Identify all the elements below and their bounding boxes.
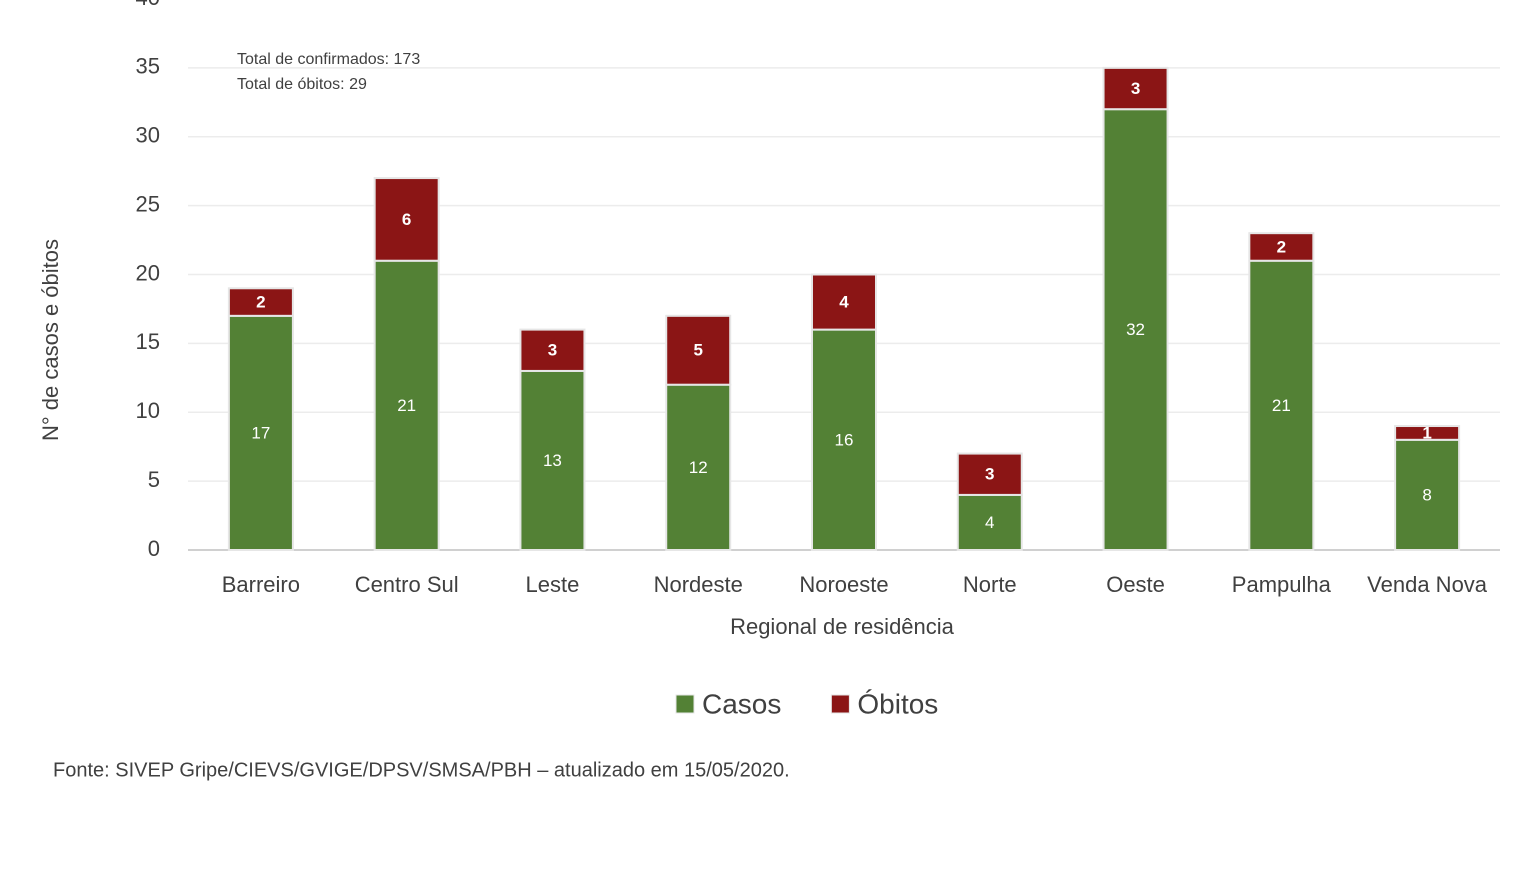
data-label: 17 xyxy=(251,423,270,442)
bar-segment xyxy=(373,259,440,551)
legend-swatch xyxy=(675,694,695,714)
data-label: 3 xyxy=(548,341,557,360)
y-tick-label: 0 xyxy=(148,536,160,561)
legend-label: Óbitos xyxy=(857,688,938,719)
data-label: 6 xyxy=(402,210,411,229)
annotation: Total de óbitos: 29 xyxy=(237,76,367,93)
data-label: 21 xyxy=(1272,396,1291,415)
y-tick-label: 20 xyxy=(136,260,160,285)
source: Fonte: SIVEP Gripe/CIEVS/GVIGE/DPSV/SMSA… xyxy=(53,759,790,781)
bar-segment xyxy=(227,287,294,317)
bar-segment xyxy=(373,177,440,262)
y-tick-label: 40 xyxy=(136,0,160,10)
x-tick-label: Leste xyxy=(526,572,580,597)
bar-segment xyxy=(665,314,732,386)
annotation: Total de confirmados: 173 xyxy=(237,51,420,68)
bar-segment xyxy=(1248,232,1315,262)
data-label: 3 xyxy=(1131,79,1140,98)
legend-swatch xyxy=(830,694,850,714)
x-tick-label: Centro Sul xyxy=(355,572,459,597)
data-label: 3 xyxy=(985,465,994,484)
data-label: 2 xyxy=(256,293,265,312)
legend-label: Casos xyxy=(702,688,781,719)
data-label: 13 xyxy=(543,451,562,470)
y-axis-title: N° de casos e óbitos xyxy=(38,239,63,441)
bar-segment xyxy=(811,273,877,331)
bar-segment xyxy=(956,452,1023,496)
y-tick-label: 25 xyxy=(136,191,160,216)
bar-segment xyxy=(811,328,877,551)
data-label: 16 xyxy=(835,430,854,449)
y-tick-label: 10 xyxy=(136,398,160,423)
bar-segment xyxy=(519,369,586,551)
bar-segment xyxy=(227,314,294,552)
x-axis-title: Regional de residência xyxy=(730,614,955,639)
data-label: 4 xyxy=(985,513,994,532)
x-tick-label: Noroeste xyxy=(799,572,888,597)
data-label: 21 xyxy=(397,396,416,415)
bar-segment xyxy=(956,493,1023,551)
x-tick-label: Venda Nova xyxy=(1367,572,1488,597)
data-label: 8 xyxy=(1422,485,1431,504)
x-tick-label: Oeste xyxy=(1106,572,1165,597)
x-tick-label: Barreiro xyxy=(222,572,300,597)
x-tick-label: Pampulha xyxy=(1232,572,1332,597)
data-label: 2 xyxy=(1277,237,1286,256)
data-label: 4 xyxy=(839,293,849,312)
bar-segment xyxy=(1394,438,1461,551)
bar-segment xyxy=(1102,108,1169,551)
y-tick-label: 35 xyxy=(136,54,160,79)
data-label: 1 xyxy=(1422,423,1431,442)
data-label: 5 xyxy=(693,341,702,360)
x-tick-label: Norte xyxy=(963,572,1017,597)
y-tick-label: 5 xyxy=(148,467,160,492)
y-tick-label: 30 xyxy=(136,123,160,148)
bar-segment xyxy=(519,328,586,372)
bar-segment xyxy=(1394,425,1461,441)
data-label: 32 xyxy=(1126,320,1145,339)
y-tick-label: 15 xyxy=(136,329,160,354)
bar-segment xyxy=(1102,66,1169,111)
x-tick-label: Nordeste xyxy=(654,572,743,597)
data-label: 12 xyxy=(689,458,708,477)
